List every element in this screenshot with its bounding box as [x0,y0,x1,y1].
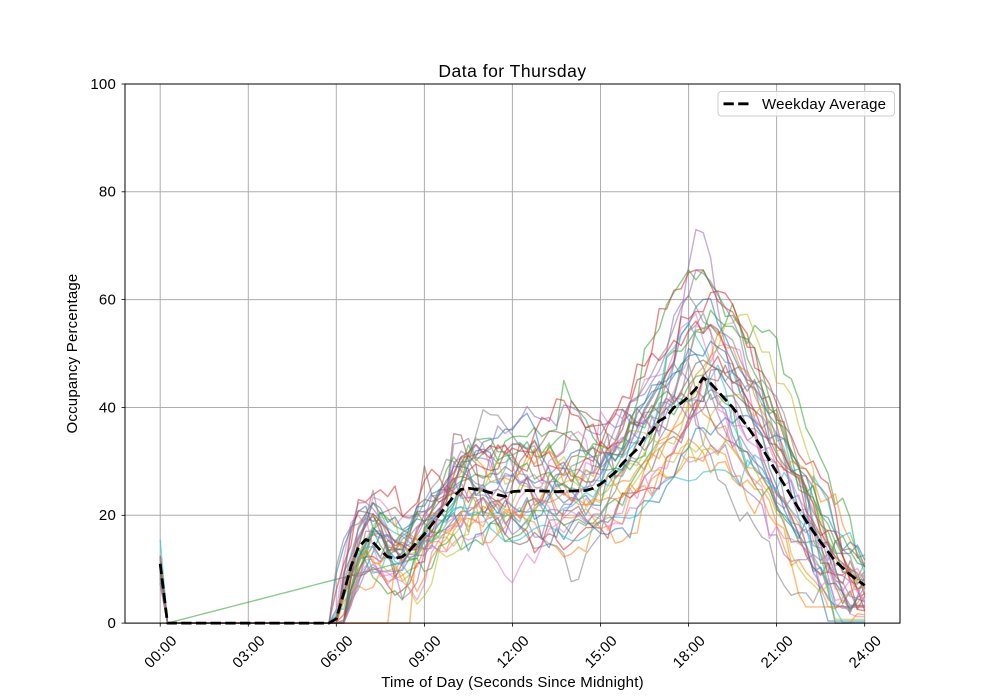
svg-text:0: 0 [107,615,116,632]
svg-text:100: 100 [90,76,116,93]
svg-text:20: 20 [99,507,116,524]
svg-text:Occupancy Percentage: Occupancy Percentage [64,274,81,434]
svg-text:Weekday Average: Weekday Average [762,96,886,113]
svg-text:80: 80 [99,184,116,201]
svg-text:40: 40 [99,399,116,416]
svg-text:Time of Day (Seconds Since Mid: Time of Day (Seconds Since Midnight) [381,674,644,691]
svg-text:Data for Thursday: Data for Thursday [438,61,586,81]
svg-text:60: 60 [99,291,116,308]
